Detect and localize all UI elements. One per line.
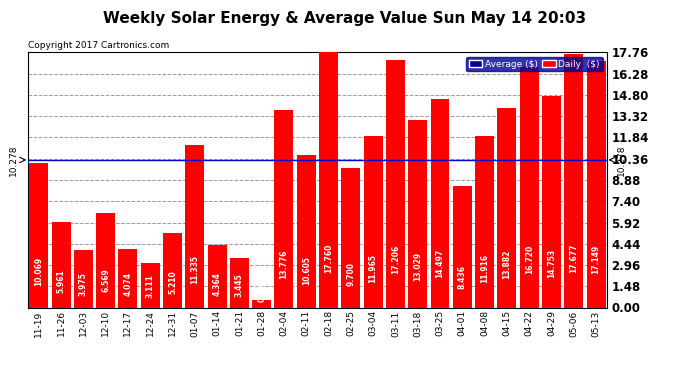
Text: 13.882: 13.882 [502,250,511,279]
Bar [564,54,583,307]
Text: 4.364: 4.364 [213,272,221,296]
Bar [74,251,92,308]
Text: 10.278: 10.278 [618,144,627,176]
Text: 5.210: 5.210 [168,270,177,294]
Text: 11.916: 11.916 [480,254,489,283]
Bar [119,249,137,308]
Bar [386,60,405,308]
Text: 3.975: 3.975 [79,273,88,296]
Bar [141,263,159,308]
Text: 17.677: 17.677 [569,243,578,273]
Bar [96,213,115,308]
Text: 10.278: 10.278 [8,144,17,176]
Text: 0.554: 0.554 [257,279,266,302]
Text: Weekly Solar Energy & Average Value Sun May 14 20:03: Weekly Solar Energy & Average Value Sun … [104,11,586,26]
Legend: Average ($), Daily  ($): Average ($), Daily ($) [466,57,602,71]
Bar [342,168,360,308]
Bar [186,145,204,308]
Bar [497,108,516,308]
Bar [230,258,249,308]
Text: 17.760: 17.760 [324,243,333,273]
Text: 9.700: 9.700 [346,262,355,286]
Text: 14.753: 14.753 [547,249,556,278]
Text: 6.569: 6.569 [101,268,110,292]
Bar [253,300,271,307]
Bar [52,222,70,308]
Text: 13.776: 13.776 [279,250,288,279]
Text: 11.965: 11.965 [368,254,377,283]
Bar [208,245,226,308]
Text: 3.445: 3.445 [235,273,244,297]
Bar [297,155,316,308]
Text: 4.074: 4.074 [124,272,132,296]
Text: 14.497: 14.497 [435,249,444,278]
Text: Copyright 2017 Cartronics.com: Copyright 2017 Cartronics.com [28,41,169,50]
Bar [475,136,494,308]
Bar [275,110,293,308]
Text: 5.961: 5.961 [57,269,66,293]
Text: 17.206: 17.206 [391,244,400,273]
Bar [364,136,382,308]
Text: 13.029: 13.029 [413,252,422,281]
Bar [408,120,427,308]
Bar [453,186,472,308]
Text: 3.111: 3.111 [146,274,155,298]
Bar [542,96,561,308]
Bar [586,61,606,308]
Text: 11.335: 11.335 [190,255,199,284]
Bar [520,68,539,308]
Text: 10.069: 10.069 [34,257,43,286]
Text: 16.720: 16.720 [524,245,533,274]
Text: 10.605: 10.605 [302,256,310,285]
Text: 17.149: 17.149 [591,244,600,274]
Bar [319,53,338,308]
Bar [431,99,449,308]
Bar [29,163,48,308]
Bar [163,233,182,308]
Text: 8.436: 8.436 [457,265,467,289]
